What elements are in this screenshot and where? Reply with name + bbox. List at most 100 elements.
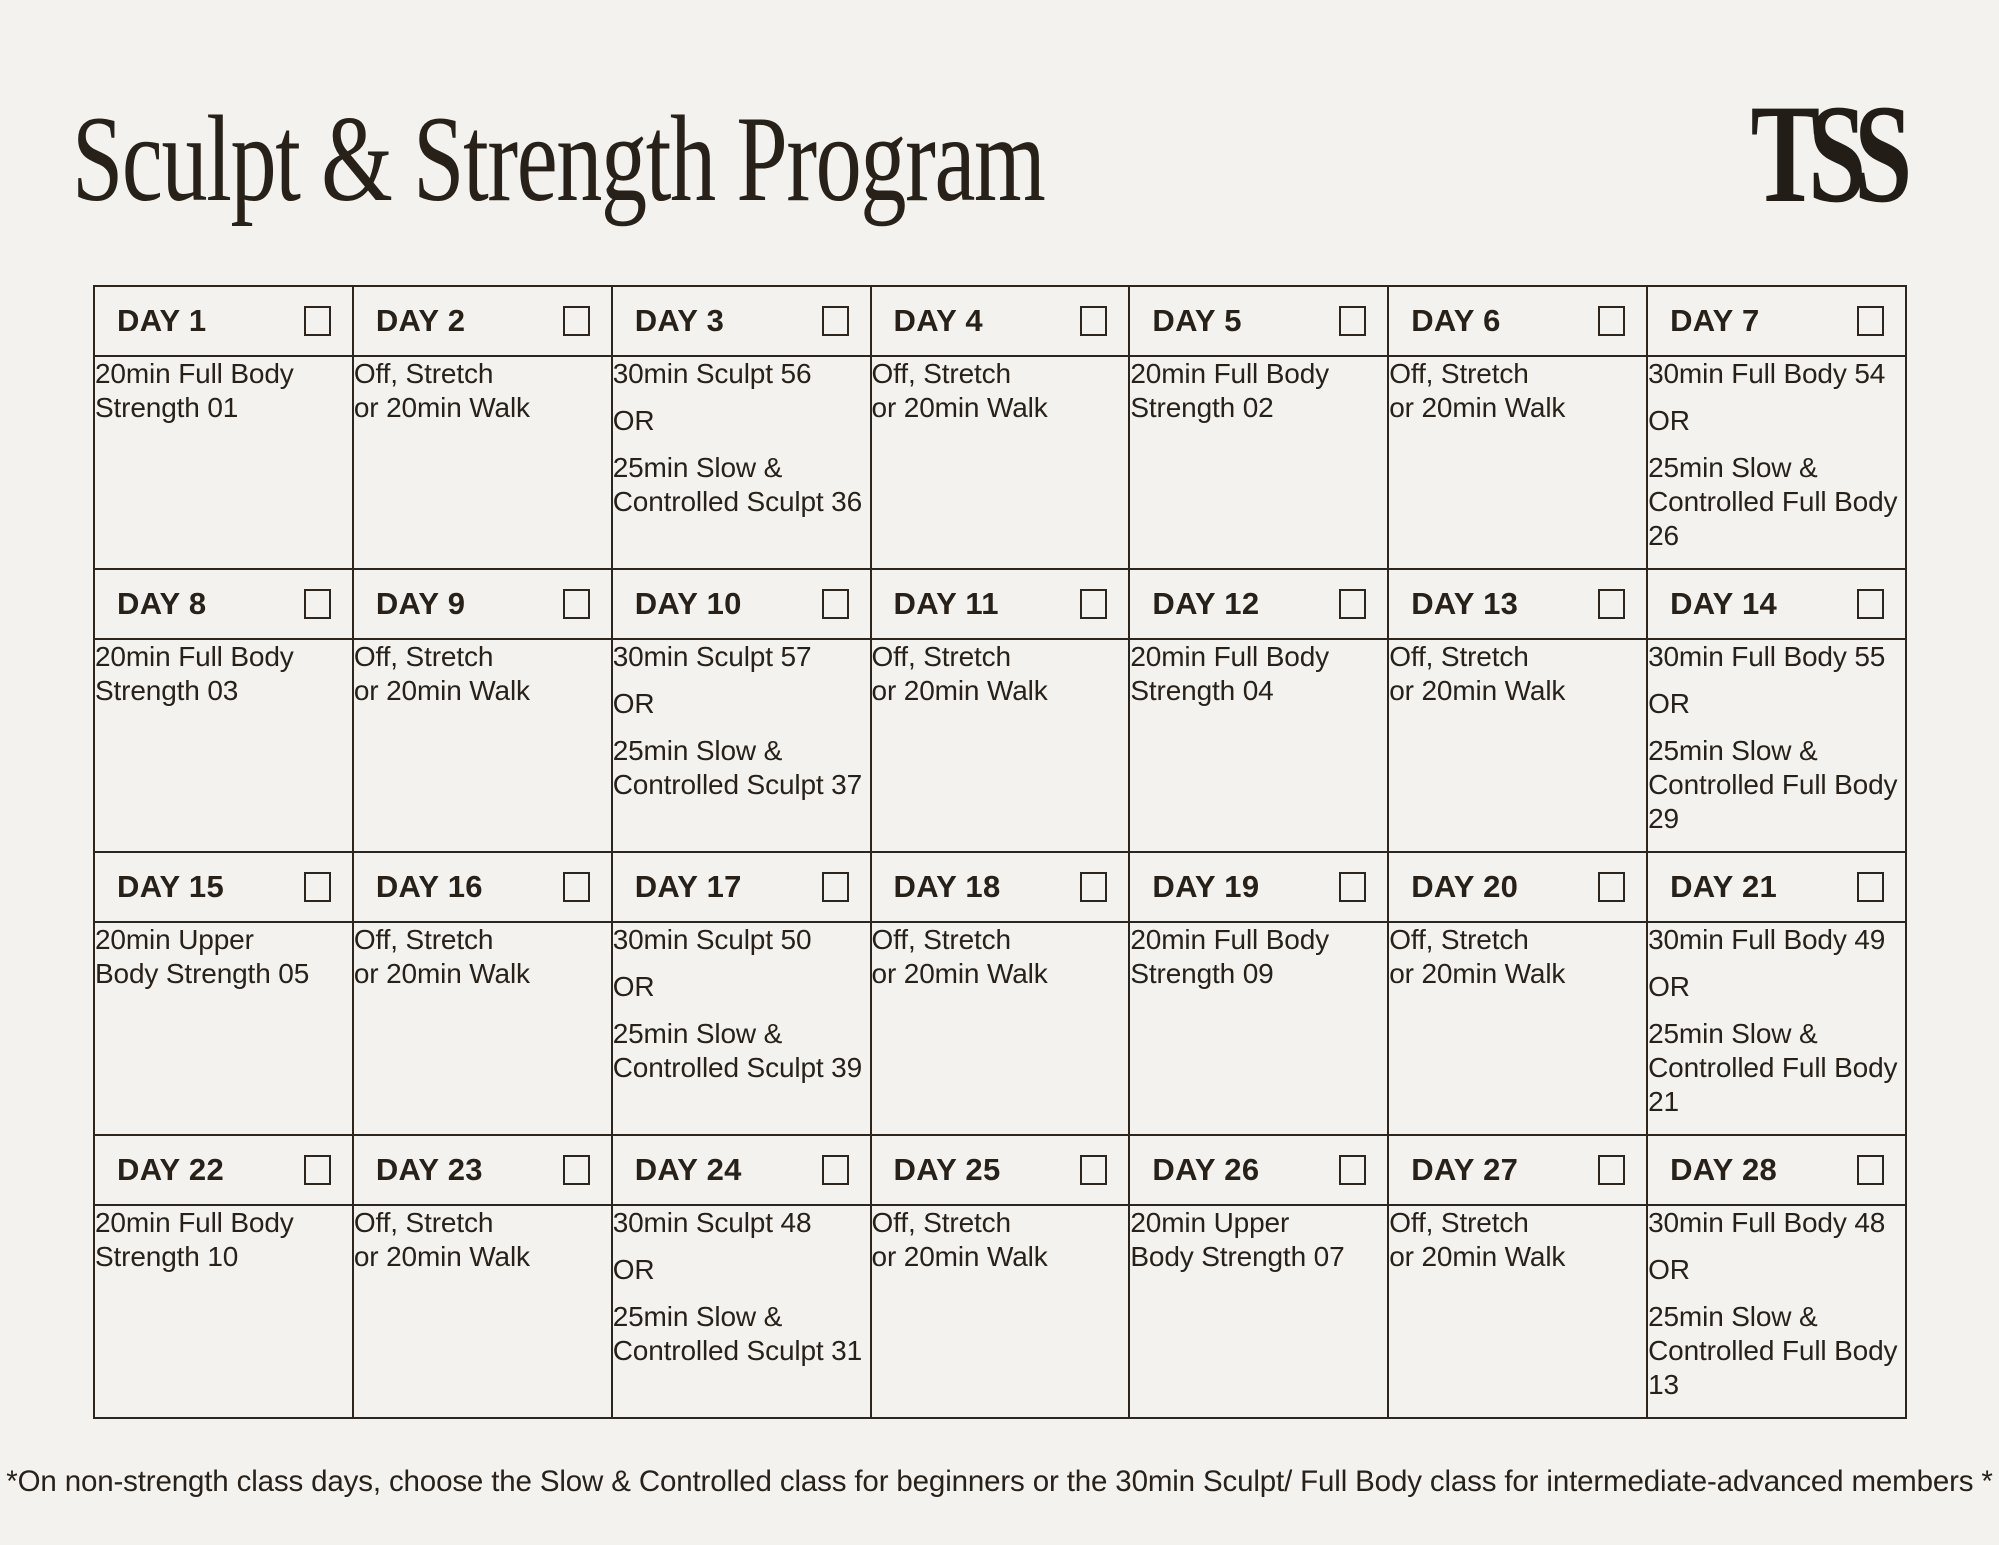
day-content-cell: 20min Full Body Strength 09 [1128,921,1390,1136]
day-checkbox[interactable] [1339,589,1367,619]
day-activity: OR [612,688,655,719]
day-label: DAY 9 [375,586,466,621]
day-checkbox[interactable] [1857,872,1884,902]
day-checkbox[interactable] [303,589,331,619]
day-activity: 25min Slow & Controlled Sculpt 36 [612,452,863,517]
day-activity: 20min Upper Body Strength 07 [1130,1207,1345,1272]
day-content-cell: Off, Stretch or 20min Walk [869,921,1131,1136]
day-label: DAY 14 [1670,586,1778,621]
day-content-cell: 30min Sculpt 50 OR 25min Slow & Controlled… [610,921,872,1136]
page-title: Sculpt & Strength Program [72,90,1046,227]
day-activity: Off, Stretch or 20min Walk [353,358,530,423]
day-activity: OR [612,1254,655,1285]
day-content-cell: 20min Upper Body Strength 05 [93,921,354,1136]
day-checkbox[interactable] [303,306,331,336]
day-header-cell: DAY 3 [610,285,872,357]
day-activity: Off, Stretch or 20min Walk [871,358,1048,423]
day-content-cell: Off, Stretch or 20min Walk [869,638,1131,853]
day-checkbox[interactable] [1339,1155,1367,1185]
day-checkbox[interactable] [1080,1155,1108,1185]
day-activity: OR [1648,971,1690,1002]
day-label: DAY 17 [634,869,742,904]
day-header-cell: DAY 28 [1646,1134,1907,1206]
day-content-cell: Off, Stretch or 20min Walk [869,1204,1131,1419]
day-activity: OR [612,971,655,1002]
day-content-cell: 30min Full Body 49 OR 25min Slow & Control… [1646,921,1907,1136]
day-header-cell: DAY 4 [869,285,1131,357]
day-checkbox[interactable] [1080,872,1108,902]
day-label: DAY 22 [117,1152,224,1187]
day-activity: 30min Full Body 55 [1648,641,1886,672]
day-activity: 25min Slow & Controlled Full Body 26 [1648,452,1898,551]
day-label: DAY 21 [1670,869,1778,904]
day-content-cell: 20min Full Body Strength 04 [1128,638,1390,853]
day-checkbox[interactable] [821,1155,849,1185]
day-activity: Off, Stretch or 20min Walk [871,1207,1048,1272]
day-checkbox[interactable] [821,872,849,902]
day-label: DAY 16 [375,869,483,904]
day-checkbox[interactable] [1598,1155,1626,1185]
day-header: DAY 14 [1648,570,1905,638]
day-header-cell: DAY 2 [351,285,613,357]
day-checkbox[interactable] [1857,1155,1884,1185]
program-calendar: DAY 1 DAY 2 DAY 3 DAY 4 DAY 5 DAY 6 DAY 7 20min… [93,285,1907,1419]
day-activity: Off, Stretch or 20min Walk [871,924,1048,989]
day-activity: OR [612,405,655,436]
day-activity: Off, Stretch or 20min Walk [1389,924,1566,989]
day-checkbox[interactable] [303,1155,331,1185]
day-checkbox[interactable] [562,306,590,336]
day-header: DAY 2 [354,287,611,355]
day-content-cell: Off, Stretch or 20min Walk [1387,921,1649,1136]
day-header-cell: DAY 19 [1128,851,1390,923]
day-checkbox[interactable] [821,589,849,619]
brand-logo: TSS [1750,76,1912,232]
day-checkbox[interactable] [1080,589,1108,619]
day-checkbox[interactable] [303,872,331,902]
day-header-cell: DAY 27 [1387,1134,1649,1206]
day-content-cell: Off, Stretch or 20min Walk [1387,355,1649,570]
day-label: DAY 23 [375,1152,483,1187]
day-header-cell: DAY 21 [1646,851,1907,923]
day-header-cell: DAY 16 [351,851,613,923]
day-header-cell: DAY 9 [351,568,613,640]
day-header-cell: DAY 8 [93,568,354,640]
day-checkbox[interactable] [562,1155,590,1185]
day-header-cell: DAY 15 [93,851,354,923]
day-header: DAY 22 [95,1136,352,1204]
day-header-cell: DAY 6 [1387,285,1649,357]
day-activity: 30min Full Body 48 [1648,1207,1886,1238]
day-activity: 20min Full Body Strength 03 [95,641,294,706]
day-header: DAY 20 [1389,853,1646,921]
day-activity: 25min Slow & Controlled Full Body 13 [1648,1301,1898,1400]
day-header: DAY 3 [613,287,870,355]
day-header: DAY 25 [872,1136,1129,1204]
day-header-cell: DAY 17 [610,851,872,923]
day-content-cell: 30min Full Body 55 OR 25min Slow & Control… [1646,638,1907,853]
day-checkbox[interactable] [821,306,849,336]
day-checkbox[interactable] [562,589,590,619]
day-header: DAY 27 [1389,1136,1646,1204]
day-checkbox[interactable] [1598,589,1626,619]
day-checkbox[interactable] [1857,306,1884,336]
day-label: DAY 28 [1670,1152,1778,1187]
day-checkbox[interactable] [1598,306,1626,336]
day-label: DAY 13 [1411,586,1519,621]
day-activity: 20min Full Body Strength 02 [1130,358,1330,423]
day-checkbox[interactable] [562,872,590,902]
day-label: DAY 24 [634,1152,742,1187]
day-activity: 20min Upper Body Strength 05 [95,924,310,989]
day-header-cell: DAY 11 [869,568,1131,640]
day-checkbox[interactable] [1598,872,1626,902]
day-checkbox[interactable] [1339,872,1367,902]
day-activity: 20min Full Body Strength 09 [1130,924,1330,989]
day-header-cell: DAY 25 [869,1134,1131,1206]
day-content-cell: Off, Stretch or 20min Walk [869,355,1131,570]
day-header-cell: DAY 18 [869,851,1131,923]
day-header: DAY 6 [1389,287,1646,355]
day-checkbox[interactable] [1857,589,1884,619]
day-checkbox[interactable] [1080,306,1108,336]
day-activity: Off, Stretch or 20min Walk [1389,641,1566,706]
day-activity: Off, Stretch or 20min Walk [1389,1207,1566,1272]
day-label: DAY 7 [1670,303,1760,338]
day-checkbox[interactable] [1339,306,1367,336]
